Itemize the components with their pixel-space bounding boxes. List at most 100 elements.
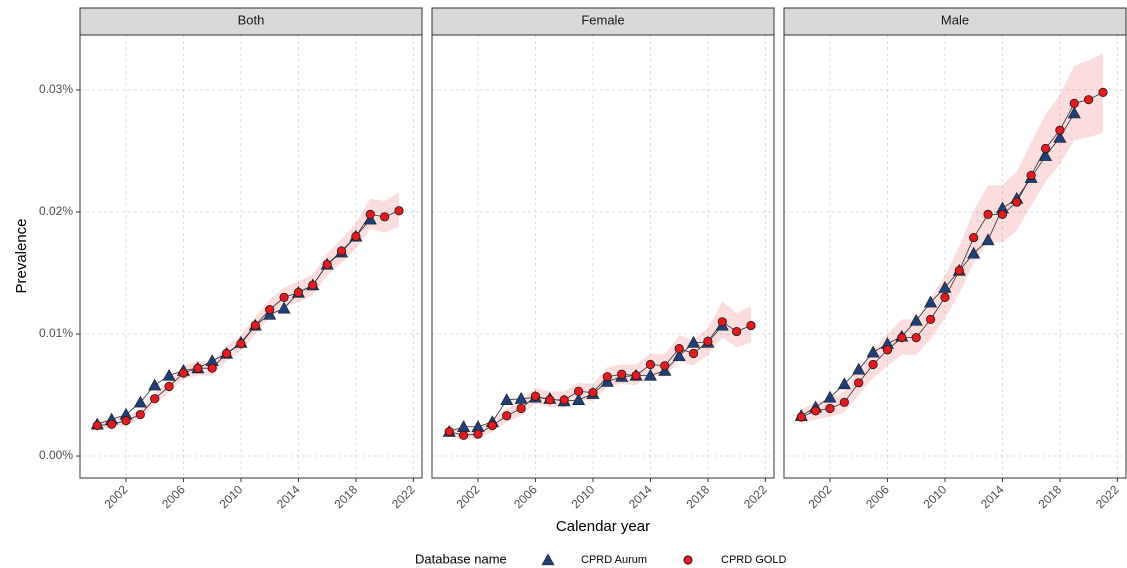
- series-line: [801, 92, 1104, 418]
- point: [1069, 98, 1079, 108]
- point: [938, 281, 952, 293]
- point: [514, 392, 528, 404]
- strip: [783, 7, 1127, 36]
- series-line: [449, 321, 752, 436]
- legend-marker: [683, 555, 693, 565]
- point: [250, 320, 260, 331]
- point: [631, 370, 641, 381]
- point: [882, 345, 893, 355]
- panel: [80, 35, 422, 478]
- point: [672, 349, 686, 362]
- point: [121, 416, 131, 426]
- confidence-band: [801, 53, 1104, 425]
- point: [868, 359, 878, 370]
- point: [823, 390, 837, 403]
- panel-border: [431, 34, 775, 479]
- panel-border: [79, 34, 423, 479]
- point: [717, 317, 727, 327]
- point: [1055, 125, 1065, 135]
- point: [1053, 130, 1067, 143]
- point: [148, 378, 162, 391]
- point: [365, 209, 375, 219]
- x-tick-label: 2002: [806, 482, 835, 511]
- x-tick-label: 2002: [454, 482, 483, 511]
- y-tick-label: 0.00%: [39, 448, 73, 462]
- panel-border: [783, 34, 1127, 479]
- point: [322, 259, 332, 270]
- point: [732, 326, 742, 337]
- point: [150, 394, 160, 404]
- x-tick-label: 2014: [626, 482, 655, 511]
- point: [688, 348, 699, 359]
- point: [911, 333, 921, 343]
- point: [674, 344, 684, 354]
- x-tick-label: 2010: [921, 482, 950, 511]
- x-tick-label: 2010: [569, 482, 598, 511]
- point: [981, 233, 995, 246]
- panel-title: Both: [238, 12, 265, 27]
- point: [854, 378, 864, 388]
- y-tick-label: 0.02%: [39, 204, 73, 218]
- point: [925, 314, 936, 324]
- point: [500, 393, 514, 405]
- point: [133, 395, 147, 408]
- point: [660, 361, 670, 371]
- point: [645, 359, 656, 370]
- point: [796, 412, 806, 422]
- point: [516, 403, 526, 414]
- point: [459, 430, 469, 440]
- point: [293, 287, 304, 298]
- legend-label: CPRD GOLD: [721, 554, 786, 566]
- point: [967, 246, 981, 259]
- point: [746, 320, 756, 331]
- point: [92, 420, 102, 431]
- x-tick-label: 2018: [683, 482, 712, 511]
- strip: [79, 7, 423, 36]
- point: [1067, 106, 1081, 119]
- point: [602, 372, 612, 382]
- x-tick-label: 2014: [274, 482, 303, 511]
- point: [866, 345, 880, 358]
- point: [236, 339, 246, 349]
- point: [924, 295, 938, 308]
- point: [1040, 143, 1051, 154]
- point: [178, 368, 189, 378]
- point: [852, 362, 866, 375]
- point: [1026, 170, 1036, 180]
- point: [1098, 87, 1108, 97]
- point: [135, 409, 145, 420]
- panel-title: Male: [941, 12, 969, 27]
- point: [909, 313, 923, 326]
- legend-title: Database name: [415, 551, 507, 566]
- point: [164, 381, 174, 392]
- y-axis-label: Prevalence: [13, 218, 30, 293]
- legend-label: CPRD Aurum: [581, 554, 647, 566]
- point: [207, 363, 217, 373]
- point: [351, 231, 361, 241]
- x-tick-label: 2006: [863, 482, 892, 511]
- point: [954, 265, 964, 276]
- legend-marker: [541, 553, 555, 566]
- x-tick-label: 2022: [1093, 482, 1122, 511]
- point: [811, 406, 821, 416]
- point: [983, 209, 993, 219]
- point: [545, 395, 555, 405]
- point: [572, 393, 586, 405]
- x-axis-label: Calendar year: [556, 518, 650, 535]
- x-tick-label: 2018: [331, 482, 360, 511]
- point: [473, 429, 483, 439]
- point: [687, 335, 701, 348]
- point: [573, 386, 584, 396]
- point: [559, 395, 569, 405]
- point: [839, 397, 849, 407]
- x-tick-label: 2010: [217, 482, 246, 511]
- point: [336, 246, 347, 256]
- point: [530, 391, 541, 401]
- x-tick-label: 2006: [511, 482, 540, 511]
- point: [308, 280, 318, 290]
- point: [997, 209, 1008, 219]
- point: [107, 419, 117, 429]
- point: [703, 336, 713, 346]
- x-tick-label: 2022: [741, 482, 770, 511]
